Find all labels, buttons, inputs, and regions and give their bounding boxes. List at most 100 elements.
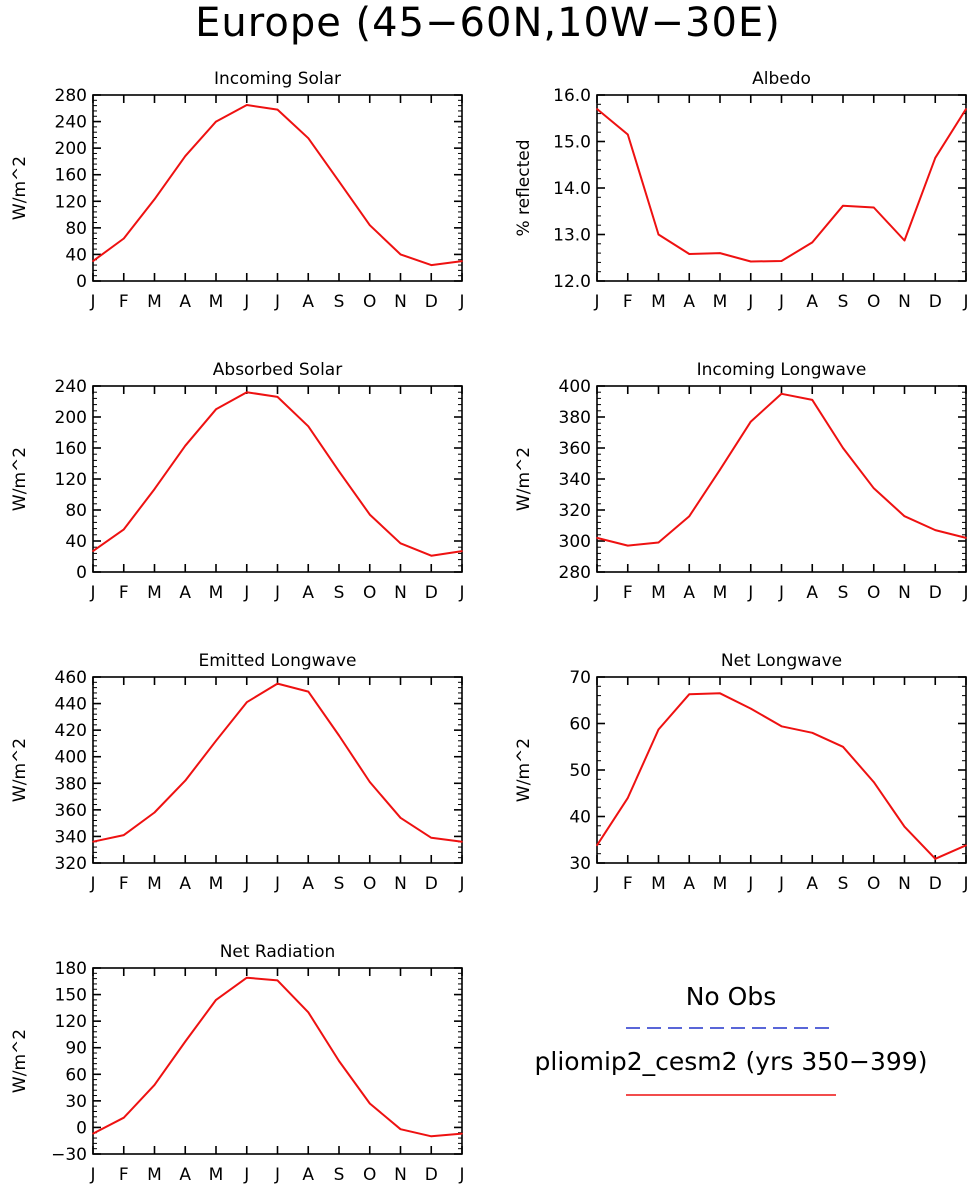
panel-title: Emitted Longwave xyxy=(199,651,357,671)
x-tick-label: M xyxy=(209,1165,224,1185)
x-tick-label: J xyxy=(962,292,968,312)
y-tick-label: 150 xyxy=(55,986,87,1006)
y-tick-label: 30 xyxy=(65,1092,87,1112)
data-point xyxy=(399,817,402,819)
data-point xyxy=(122,834,125,836)
y-axis-label: W/m^2 xyxy=(10,738,30,802)
x-tick-label: O xyxy=(867,583,880,603)
data-point xyxy=(122,528,125,531)
y-tick-label: 15.0 xyxy=(553,133,591,153)
plot-frame xyxy=(92,94,463,282)
data-point xyxy=(811,732,814,734)
data-point xyxy=(399,253,402,256)
data-point xyxy=(184,444,187,447)
x-tick-label: A xyxy=(302,583,314,603)
x-tick-label: A xyxy=(683,292,695,312)
series-line xyxy=(596,392,967,547)
x-tick-label: D xyxy=(929,292,942,312)
data-point xyxy=(965,108,967,110)
y-axis-label: W/m^2 xyxy=(10,156,30,220)
x-tick-label: O xyxy=(363,583,376,603)
data-point xyxy=(719,692,721,695)
data-point xyxy=(245,104,248,106)
x-tick-label: S xyxy=(334,583,345,603)
data-point xyxy=(276,396,279,398)
x-tick-label: M xyxy=(209,292,224,312)
x-tick-label: A xyxy=(179,874,191,894)
data-point xyxy=(153,1084,156,1086)
x-tick-label: F xyxy=(119,292,129,312)
data-point xyxy=(399,1128,402,1130)
data-point xyxy=(688,515,691,517)
series-line xyxy=(92,104,463,267)
x-tick-label: J xyxy=(593,874,599,894)
legend-no-obs-label: No Obs xyxy=(686,982,777,1011)
panel-title: Net Longwave xyxy=(721,651,842,671)
data-point xyxy=(338,1060,340,1062)
x-tick-label: D xyxy=(929,583,942,603)
x-tick-label: S xyxy=(838,583,849,603)
panels: J F M A M J J A S O N D J04080120160200240280W/m^2In… xyxy=(10,69,969,1185)
x-tick-label: M xyxy=(209,874,224,894)
x-tick-label: O xyxy=(363,874,376,894)
x-tick-label: S xyxy=(334,874,345,894)
y-tick-label: −30 xyxy=(51,1145,87,1165)
x-tick-label: N xyxy=(898,583,911,603)
y-tick-label: 40 xyxy=(569,808,591,828)
y-tick-label: 50 xyxy=(569,761,591,781)
data-point xyxy=(842,745,844,748)
y-tick-label: 180 xyxy=(55,959,87,979)
x-tick-label: F xyxy=(119,583,129,603)
y-tick-label: 460 xyxy=(55,668,87,688)
data-point xyxy=(245,976,248,979)
data-point xyxy=(934,156,937,159)
y-tick-label: 14.0 xyxy=(553,179,591,199)
data-point xyxy=(430,264,433,266)
data-point xyxy=(92,260,94,262)
y-tick-label: 360 xyxy=(55,801,87,821)
x-tick-label: M xyxy=(713,874,728,894)
data-point xyxy=(184,155,187,157)
x-tick-label: J xyxy=(274,874,280,894)
x-tick-label: A xyxy=(806,292,818,312)
y-tick-label: 380 xyxy=(559,408,591,428)
panel-emitted-longwave: J F M A M J J A S O N D J320340360380400420440460W/m… xyxy=(10,651,465,894)
data-point xyxy=(596,108,598,110)
data-point xyxy=(688,693,691,696)
data-point xyxy=(338,734,340,737)
data-point xyxy=(461,550,463,552)
y-tick-label: 160 xyxy=(55,439,87,459)
data-point xyxy=(215,739,217,742)
y-tick-label: 0 xyxy=(76,1118,87,1138)
y-axis-label: W/m^2 xyxy=(514,738,534,802)
plot-frame xyxy=(92,385,463,573)
x-tick-label: J xyxy=(593,583,599,603)
x-tick-label: J xyxy=(274,1165,280,1185)
x-tick-label: D xyxy=(425,1165,438,1185)
data-point xyxy=(368,781,371,783)
x-tick-label: J xyxy=(778,874,784,894)
y-tick-label: 400 xyxy=(55,748,87,768)
y-tick-label: 70 xyxy=(569,668,591,688)
data-point xyxy=(92,840,94,843)
x-tick-label: S xyxy=(838,874,849,894)
data-point xyxy=(307,1011,310,1014)
x-tick-label: M xyxy=(147,583,162,603)
x-tick-label: A xyxy=(302,1165,314,1185)
x-tick-label: A xyxy=(179,1165,191,1185)
x-tick-label: J xyxy=(458,874,464,894)
data-point xyxy=(430,1135,433,1138)
y-tick-label: 240 xyxy=(55,113,87,133)
x-tick-label: J xyxy=(458,583,464,603)
data-point xyxy=(461,260,463,262)
x-tick-label: A xyxy=(302,292,314,312)
x-tick-label: J xyxy=(243,874,249,894)
x-tick-label: M xyxy=(147,1165,162,1185)
panel-net-radiation: J F M A M J J A S O N D J−300306090120150180W/m^2Net… xyxy=(10,942,465,1185)
data-point xyxy=(749,420,752,423)
y-tick-label: 40 xyxy=(65,245,87,265)
data-point xyxy=(153,198,156,201)
x-tick-label: M xyxy=(651,292,666,312)
x-tick-label: N xyxy=(394,1165,407,1185)
